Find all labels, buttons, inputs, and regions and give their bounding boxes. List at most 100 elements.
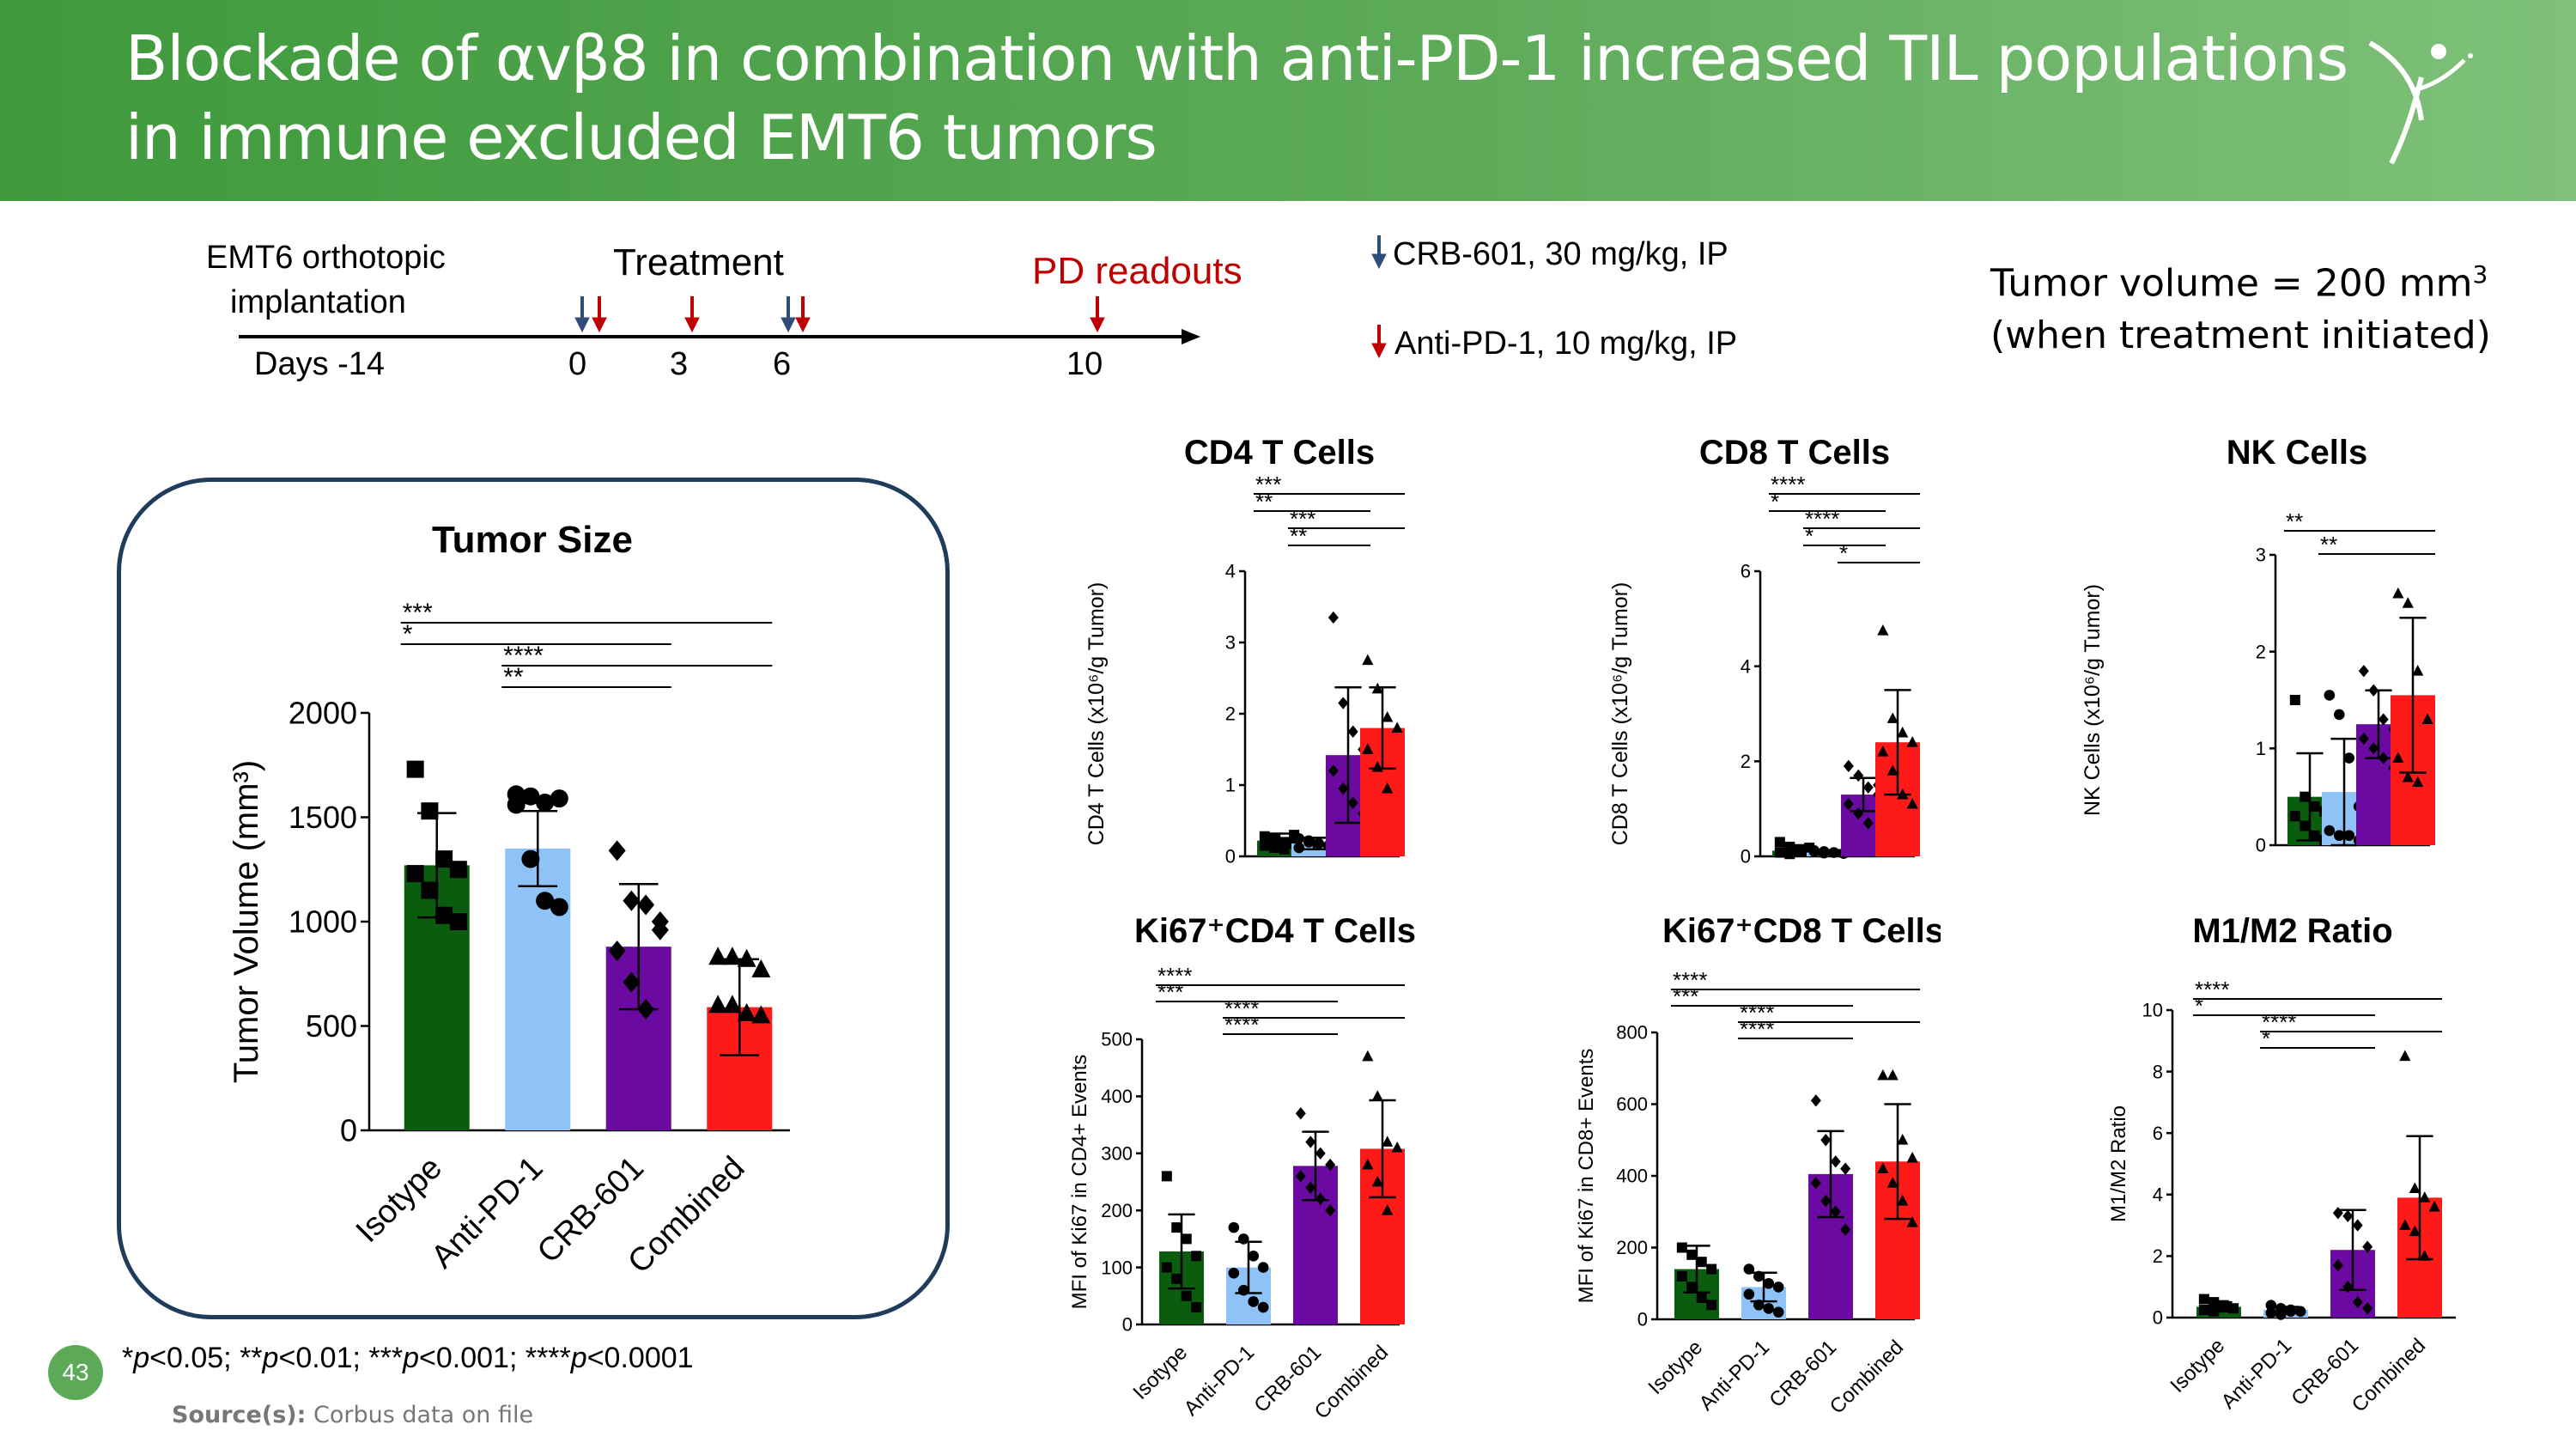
ki67cd8-point-0-2 bbox=[1696, 1257, 1707, 1268]
cd4-point-2-5 bbox=[1338, 782, 1349, 795]
nk-point-0-2 bbox=[2309, 801, 2320, 812]
cd8-point-0-0 bbox=[1774, 837, 1785, 848]
tumor-point-0-7 bbox=[449, 913, 467, 930]
cd4-sig-label-1: ** bbox=[1255, 489, 1273, 514]
ki67cd4-point-0-5 bbox=[1171, 1273, 1182, 1284]
cd8-point-2-0 bbox=[1843, 759, 1854, 773]
cd4-point-0-6 bbox=[1279, 843, 1290, 855]
m1m2-y-axis-label: M1/M2 Ratio bbox=[2107, 1105, 2130, 1222]
cd8-point-2-4 bbox=[1843, 797, 1854, 811]
fn-part-1: * bbox=[122, 1342, 134, 1374]
tumor-volume-note-line-1: Tumor volume = 200 mm3 bbox=[1990, 249, 2491, 310]
cd4-point-0-1 bbox=[1269, 833, 1280, 844]
cd8-sig-label-0: **** bbox=[1771, 472, 1805, 497]
tumor-point-2-4 bbox=[608, 941, 626, 962]
ki67cd8-x-tick-label-0: Isotype bbox=[1643, 1336, 1707, 1399]
ki67cd8-point-3-5 bbox=[1886, 1177, 1899, 1188]
nk-cells-chart: NK Cells 0 1 2 3 NK Cells (x10⁶/g Tumor) ** ** bbox=[2081, 434, 2435, 856]
ki67cd8-sig-label-3: **** bbox=[1740, 1016, 1774, 1042]
nk-point-0-4 bbox=[2289, 811, 2300, 822]
ki67cd4-point-0-7 bbox=[1191, 1302, 1202, 1313]
ki67cd8-point-0-4 bbox=[1676, 1270, 1687, 1282]
tumor-size-chart: Tumor Size 0 500 1000 1500 2000 Tumor Volume (… bbox=[228, 519, 790, 1281]
ki67cd8-point-3-1 bbox=[1886, 1068, 1899, 1081]
ki67cd8-x-tick-label-1: Anti-PD-1 bbox=[1695, 1336, 1775, 1416]
m1m2-point-0-6 bbox=[2218, 1301, 2229, 1312]
ki67cd8-y-tick-label-2: 400 bbox=[1616, 1166, 1648, 1187]
tumor-point-0-2 bbox=[435, 850, 453, 868]
antipd1-arrow-day-10 bbox=[1090, 296, 1105, 333]
cd4-sig-label-0: *** bbox=[1255, 472, 1281, 497]
m1m2-point-2-6 bbox=[2352, 1295, 2363, 1309]
nk-point-3-1 bbox=[2402, 597, 2414, 608]
source-label: Source(s): bbox=[172, 1402, 307, 1428]
ki67cd4-y-tick-label-5: 500 bbox=[1101, 1029, 1133, 1050]
timeline-treatment-label: Treatment bbox=[613, 241, 784, 283]
m1m2-point-1-4 bbox=[2265, 1307, 2277, 1318]
cd8-sig-label-1: * bbox=[1771, 489, 1779, 514]
page-number-badge: 43 bbox=[48, 1345, 103, 1400]
cd4-point-1-0 bbox=[1293, 832, 1305, 844]
header-banner: Blockade of αvβ8 in combination with ant… bbox=[0, 0, 2576, 201]
nk-point-1-4 bbox=[2324, 825, 2336, 837]
ki67cd4-x-tick-label-1: Anti-PD-1 bbox=[1180, 1341, 1260, 1421]
ki67cd8-point-1-4 bbox=[1743, 1288, 1755, 1300]
m1m2-point-3-5 bbox=[2409, 1225, 2421, 1237]
tumor-volume-note-text: Tumor volume = 200 mm bbox=[1990, 261, 2473, 306]
ki67cd4-point-2-0 bbox=[1295, 1107, 1306, 1120]
timeline-implant-line-2: implantation bbox=[230, 284, 406, 320]
ki67cd4-y-tick-label-1: 100 bbox=[1101, 1257, 1133, 1278]
cd8-point-3-2 bbox=[1897, 726, 1909, 738]
tumor-sig-label-2: **** bbox=[503, 642, 544, 670]
cd4-point-1-5 bbox=[1303, 837, 1315, 848]
m1m2-y-tick-label-1: 2 bbox=[2153, 1245, 2163, 1267]
cd8-point-2-2 bbox=[1862, 781, 1874, 794]
m1m2-point-2-3 bbox=[2362, 1240, 2373, 1253]
tumor-volume-note-line-2: (when treatment initiated) bbox=[1990, 313, 2491, 357]
ki67cd8-point-0-7 bbox=[1706, 1300, 1717, 1311]
cd4-point-2-2 bbox=[1347, 725, 1358, 738]
ki67cd4-point-0-1 bbox=[1171, 1222, 1182, 1233]
ki67cd8-point-0-1 bbox=[1686, 1249, 1698, 1260]
cd4-point-2-6 bbox=[1347, 796, 1358, 809]
timeline-pd-label: PD readouts bbox=[1032, 250, 1242, 292]
m1m2-point-1-0 bbox=[2265, 1300, 2277, 1311]
ki67cd8-x-tick-label-3: Combined bbox=[1826, 1336, 1908, 1418]
ki67cd8-point-3-3 bbox=[1906, 1151, 1918, 1163]
nk-point-1-0 bbox=[2324, 690, 2336, 701]
cd4-point-3-0 bbox=[1362, 654, 1374, 666]
ki67cd4-y-tick-label-4: 400 bbox=[1101, 1086, 1133, 1107]
ki67cd8-point-3-0 bbox=[1877, 1068, 1889, 1081]
ki67cd8-point-1-2 bbox=[1763, 1277, 1775, 1289]
m1m2-sig-label-1: * bbox=[2195, 993, 2203, 1019]
tumor-point-0-3 bbox=[449, 861, 467, 879]
ki67cd4-sig-label-3: **** bbox=[1224, 1012, 1259, 1038]
ki67cd4-x-tick-label-0: Isotype bbox=[1128, 1341, 1192, 1404]
m1m2-point-0-3 bbox=[2228, 1303, 2239, 1314]
m1m2-point-0-0 bbox=[2198, 1294, 2209, 1305]
nk-point-3-6 bbox=[2412, 776, 2424, 788]
nk-point-0-6 bbox=[2309, 830, 2320, 841]
nk-sig-label-0: ** bbox=[2286, 508, 2303, 534]
tumor-y-tick-label-4: 2000 bbox=[289, 696, 357, 731]
corbus-logo-icon bbox=[2368, 40, 2473, 165]
cd4-point-3-5 bbox=[1371, 761, 1383, 772]
m1m2-point-3-4 bbox=[2399, 1219, 2411, 1230]
tumor-sig-label-1: * bbox=[403, 620, 413, 648]
tumor-point-3-2 bbox=[737, 948, 756, 967]
ki67cd4-point-3-1 bbox=[1371, 1090, 1383, 1101]
nk-y-axis-label: NK Cells (x10⁶/g Tumor) bbox=[2081, 584, 2105, 816]
m1m2-chart-title: M1/M2 Ratio bbox=[2192, 912, 2392, 950]
cd8-y-tick-label-1: 2 bbox=[1741, 751, 1751, 772]
nk-point-0-1 bbox=[2300, 791, 2311, 802]
tumor-x-tick-label-1: Anti-PD-1 bbox=[424, 1150, 550, 1275]
tumor-point-1-2 bbox=[536, 793, 555, 812]
m1m2-y-tick-label-2: 4 bbox=[2153, 1184, 2163, 1206]
m1m2-point-3-2 bbox=[2419, 1191, 2431, 1202]
nk-point-0-0 bbox=[2289, 695, 2300, 705]
tumor-y-tick-label-3: 1500 bbox=[289, 800, 357, 835]
ki67cd8-point-2-3 bbox=[1840, 1162, 1851, 1175]
nk-point-3-5 bbox=[2402, 770, 2414, 782]
tumor-y-tick-label-0: 0 bbox=[340, 1113, 357, 1148]
cd8-y-tick-label-2: 4 bbox=[1741, 655, 1751, 677]
